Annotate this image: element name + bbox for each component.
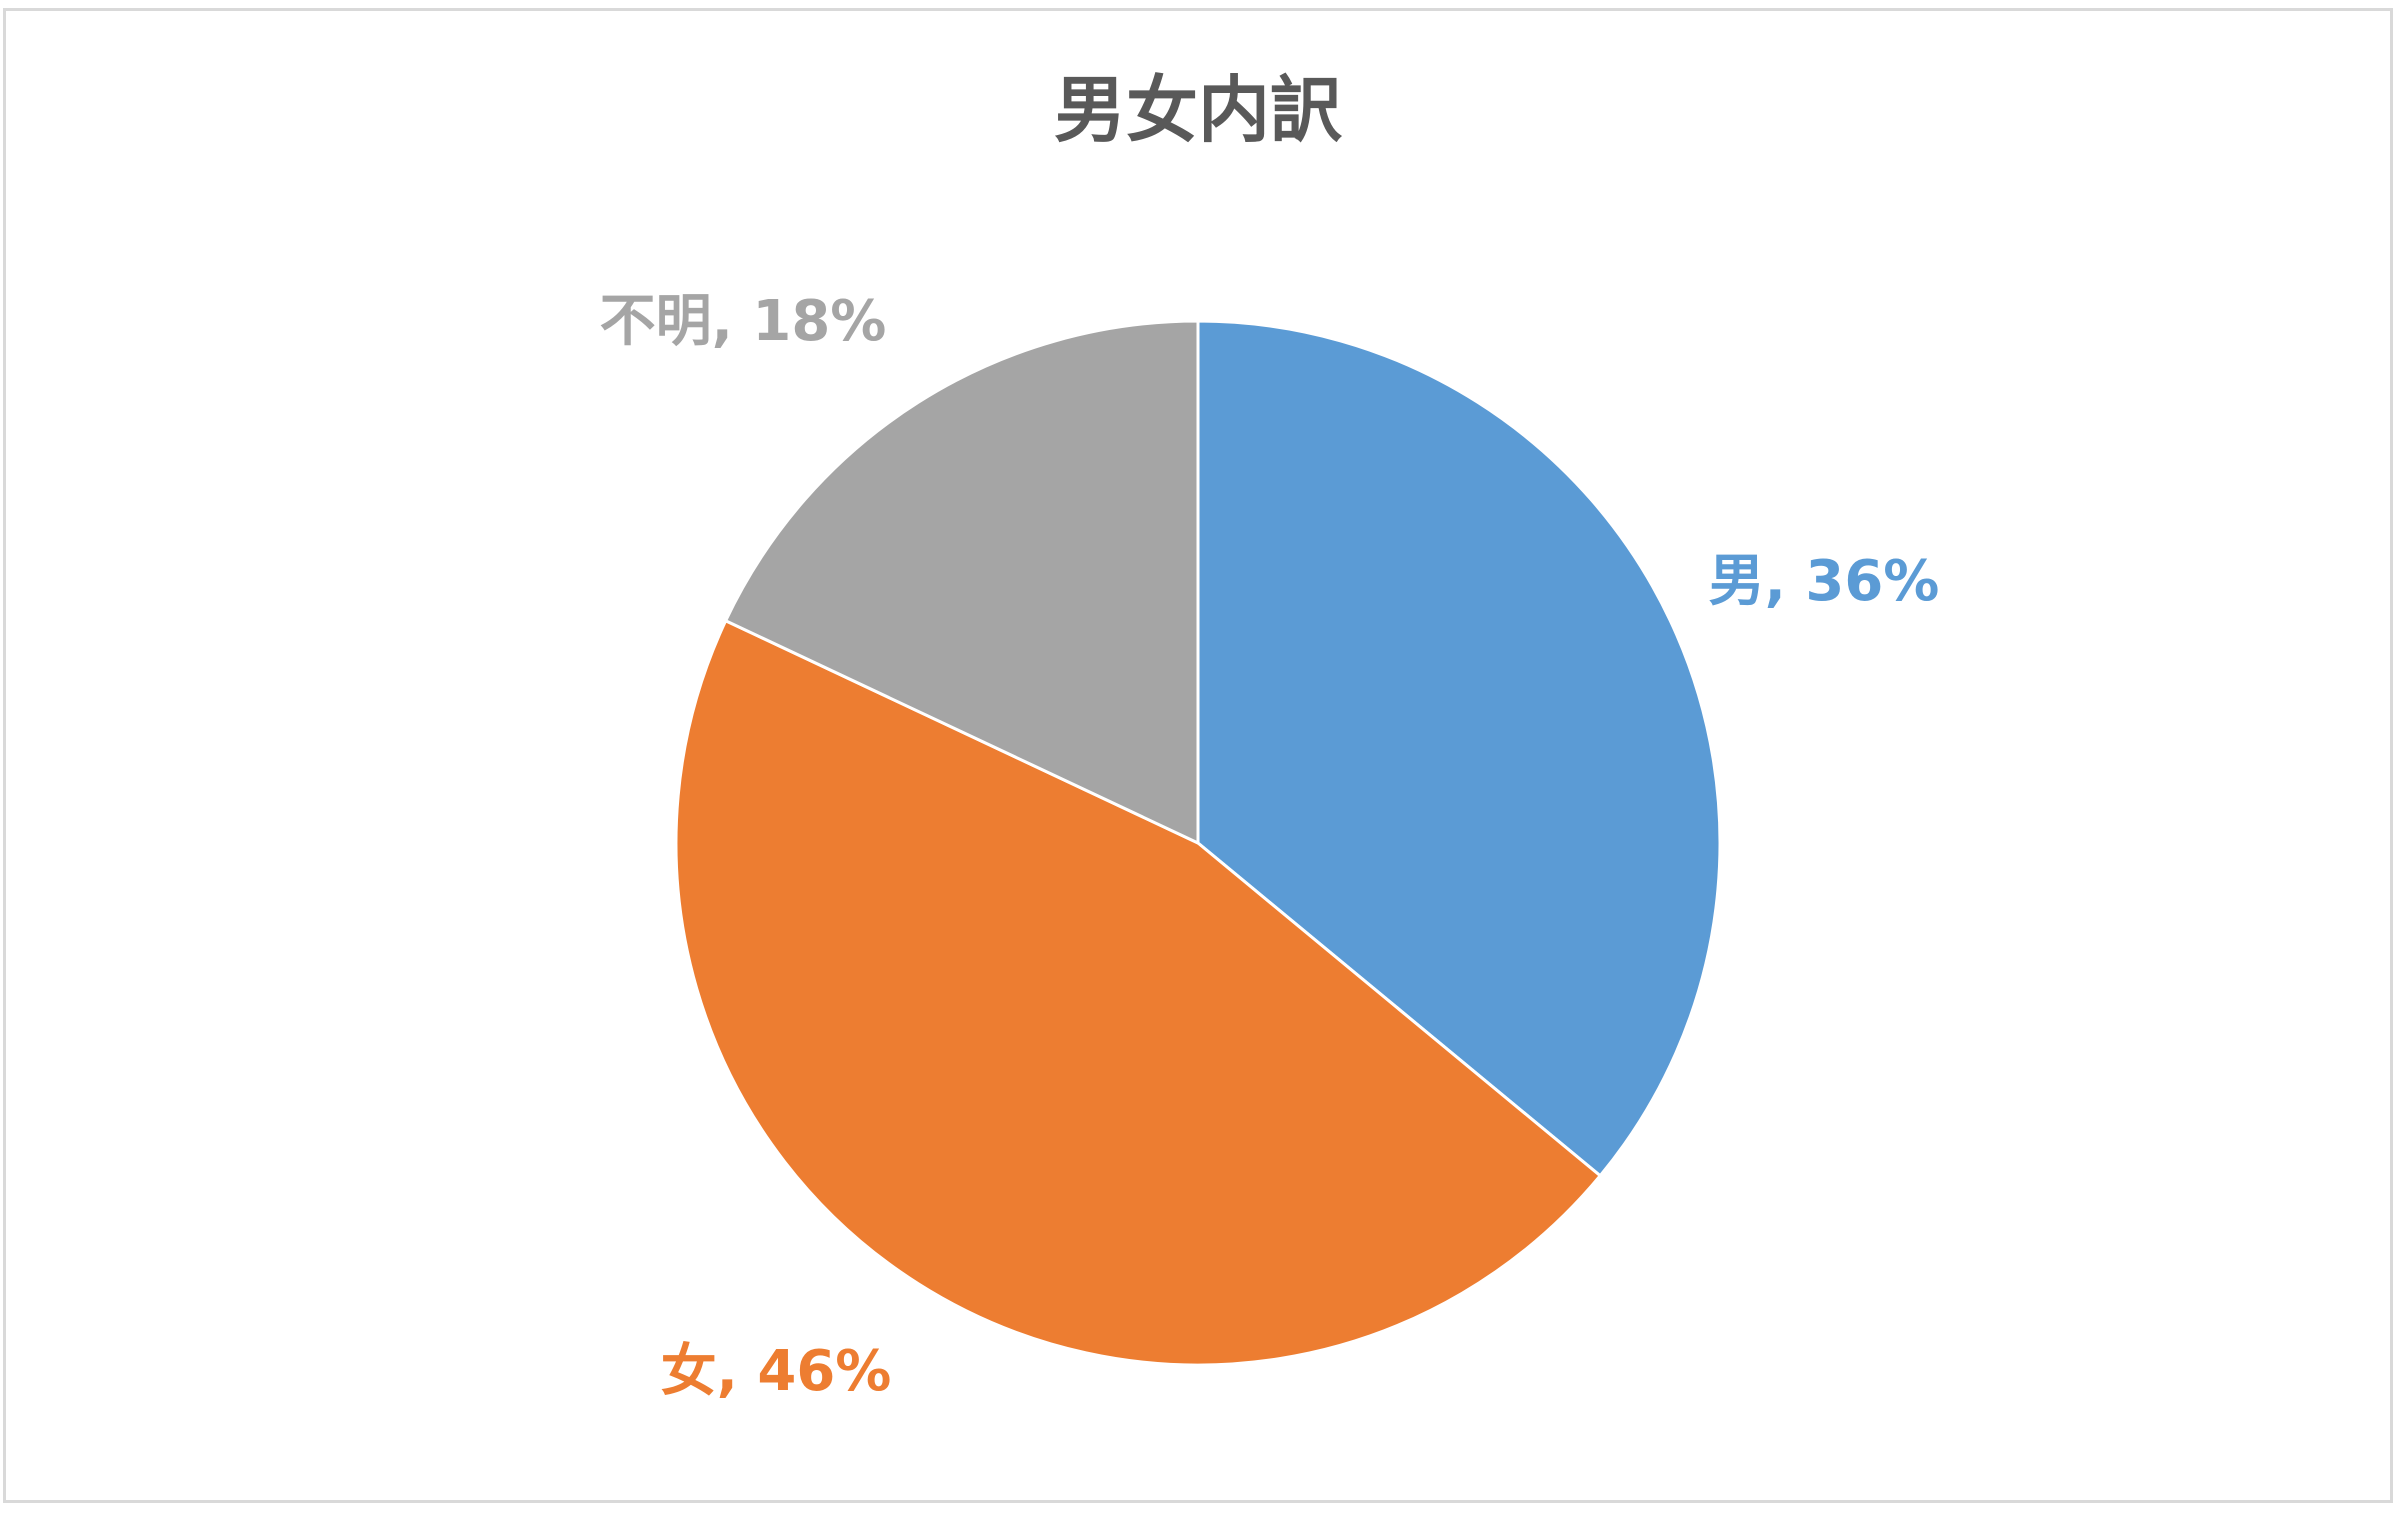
data-label-1: 男, 36% [1709, 549, 1940, 614]
pie-slice-1 [1196, 319, 1722, 1178]
chart-frame [3, 8, 2393, 1503]
chart-title: 男女内訳 [1054, 68, 1343, 152]
pie-slice-3 [723, 319, 1200, 846]
pie-slice-2 [674, 618, 1603, 1367]
data-label-3: 不明, 18% [600, 289, 887, 354]
data-label-2: 女, 46% [661, 1339, 892, 1404]
